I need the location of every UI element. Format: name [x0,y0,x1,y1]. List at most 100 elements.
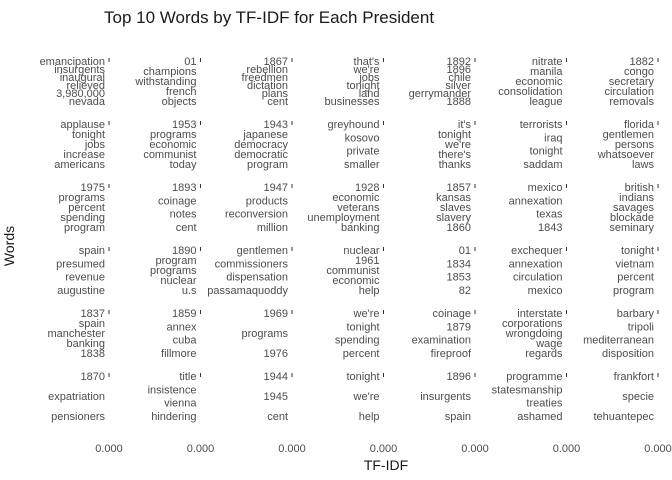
word-label: passamaquoddy [207,285,288,297]
word-label: programs [59,192,106,204]
word-label: programs [150,265,197,277]
word-label: tonight [346,80,379,92]
word-label: 1888 [447,96,471,108]
word-label: program [64,222,105,234]
y-axis-label: Words [1,226,17,266]
word-label: mediterranean [583,335,654,347]
x-axis-label: TF-IDF [364,457,408,473]
word-label: whatsoever [597,149,655,161]
word-label: barbary [617,308,655,320]
word-label: banking [341,222,380,234]
word-label: relieved [66,80,105,92]
word-label: interstate [517,308,562,320]
word-label: insurgents [420,391,471,403]
word-label: spain [79,318,105,330]
word-label: seminary [609,222,654,234]
word-label: indians [619,192,654,204]
word-label: 1853 [447,272,471,284]
word-label: program [613,285,654,297]
word-label: dictation [247,80,288,92]
word-label: spending [60,212,105,224]
word-label: dispensation [226,272,288,284]
word-label: 1944 [264,371,288,383]
word-label: 82 [459,285,471,297]
word-label: there's [438,149,471,161]
word-label: expatriation [48,391,105,403]
word-label: exchequer [511,245,563,257]
word-label: nevada [69,96,106,108]
word-label: 1896 [447,371,471,383]
word-label: wage [535,338,562,350]
word-label: gerrymander [409,88,472,100]
word-label: removals [609,96,654,108]
word-label: circulation [513,272,563,284]
word-label: secretary [609,76,655,88]
facet-panel: 1969 programs 1976 [242,308,293,360]
word-label: 1890 [172,245,196,257]
word-label: disposition [602,348,654,360]
word-label: applause [60,119,105,131]
word-label: 1870 [81,371,105,383]
word-label: percent [343,348,380,360]
word-label: democratic [234,149,288,161]
word-label: annex [167,321,197,333]
word-label: jobs [84,139,106,151]
word-label: democracy [234,139,288,151]
word-label: banking [66,338,105,350]
word-label: we're [353,64,380,76]
word-label: plans [262,88,289,100]
word-label: mexico [528,285,563,297]
word-label: kansas [436,192,471,204]
x-tick-label: 0.000 [461,443,489,455]
word-label: 1975 [81,182,105,194]
word-label: 1976 [264,348,288,360]
word-label: silver [445,80,471,92]
word-label: freedmen [242,72,288,84]
word-label: million [257,222,288,234]
word-label: wrongdoing [505,328,563,340]
word-label: florida [624,119,655,131]
word-label: corporations [502,318,563,330]
word-label: jobs [358,72,380,84]
word-label: pensioners [51,411,105,423]
word-label: japanese [242,129,288,141]
word-label: savages [613,202,654,214]
x-tick-label: 0.000 [644,443,672,455]
word-label: spain [79,245,105,257]
word-label: circulation [604,86,654,98]
word-label: tonight [346,371,379,383]
word-label: coinage [432,308,471,320]
word-label: tonight [72,129,105,141]
word-label: laws [632,159,655,171]
word-label: annexation [509,195,563,207]
word-label: fillmore [161,348,196,360]
word-label: treaties [526,398,563,410]
facet-panel: frankfort specie tehuantepec [593,371,659,423]
word-label: manchester [48,328,106,340]
word-label: economic [332,275,380,287]
word-label: 1857 [447,182,471,194]
word-label: 1947 [264,182,288,194]
facet-panel: 1896 insurgents spain [420,371,476,423]
x-tick-label: 0.000 [95,443,123,455]
word-label: 1943 [264,119,288,131]
word-label: persons [615,139,655,151]
word-label: insistence [148,384,197,396]
word-label: businesses [324,96,380,108]
word-label: objects [162,96,197,108]
word-label: tripoli [628,321,654,333]
word-label: slaves [440,202,472,214]
word-label: programme [506,371,562,383]
